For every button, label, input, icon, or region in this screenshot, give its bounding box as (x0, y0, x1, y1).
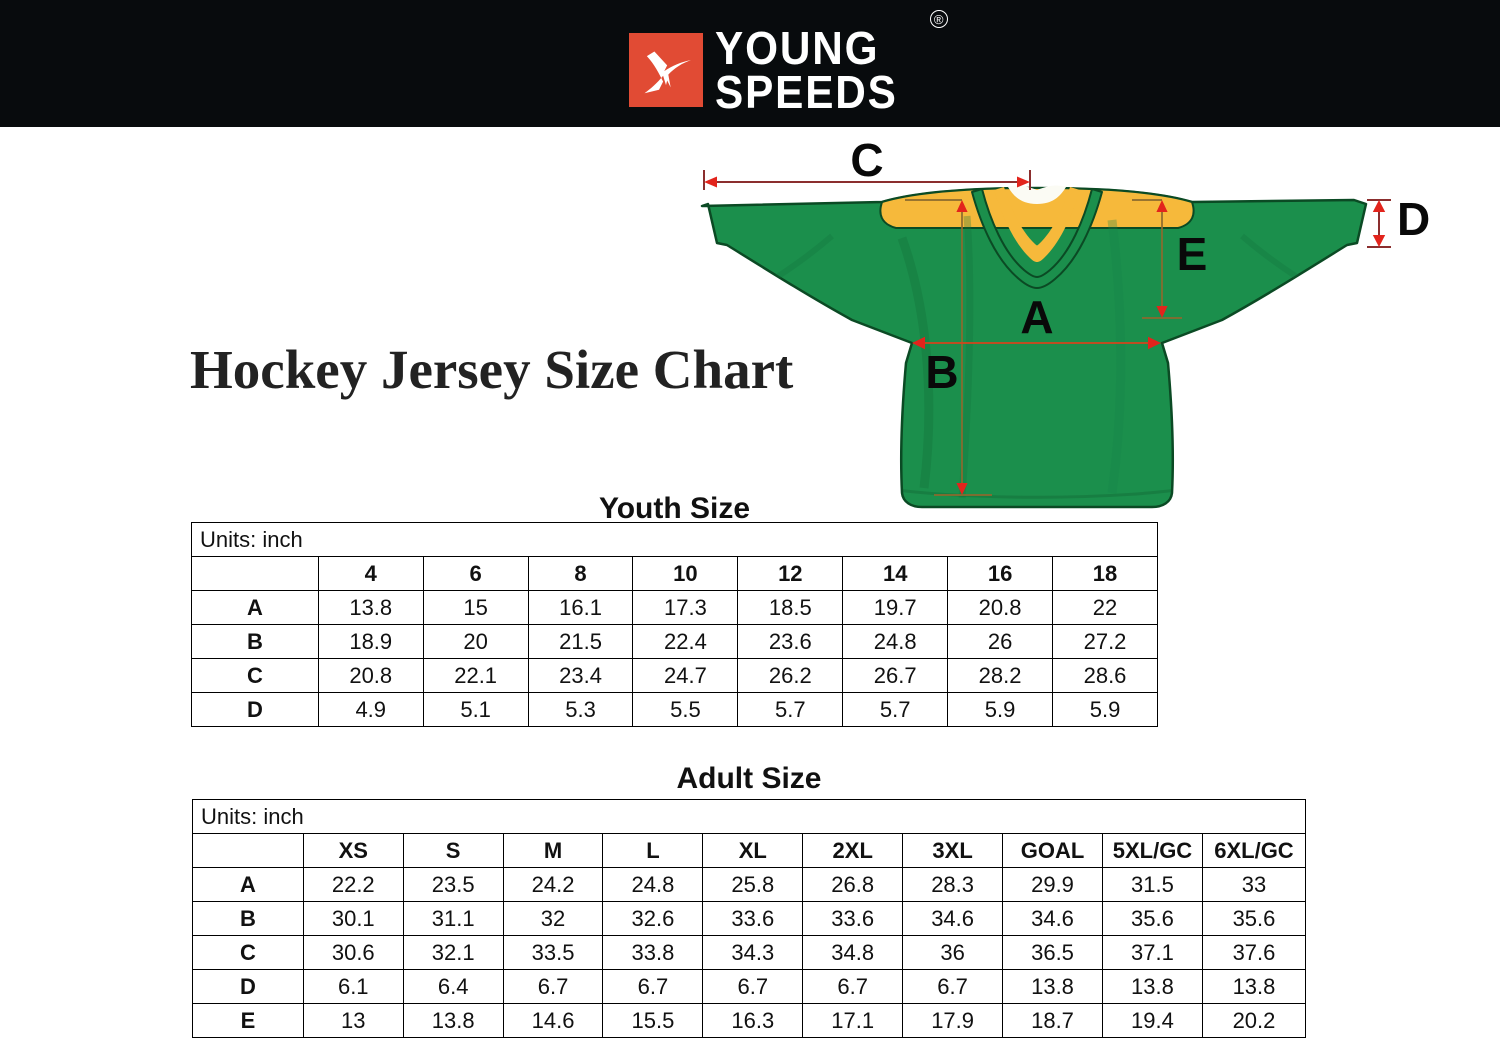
svg-text:A: A (1020, 291, 1053, 343)
svg-text:C: C (850, 134, 883, 186)
svg-text:B: B (925, 346, 958, 398)
svg-text:E: E (1177, 228, 1208, 280)
svg-text:D: D (1397, 193, 1430, 245)
